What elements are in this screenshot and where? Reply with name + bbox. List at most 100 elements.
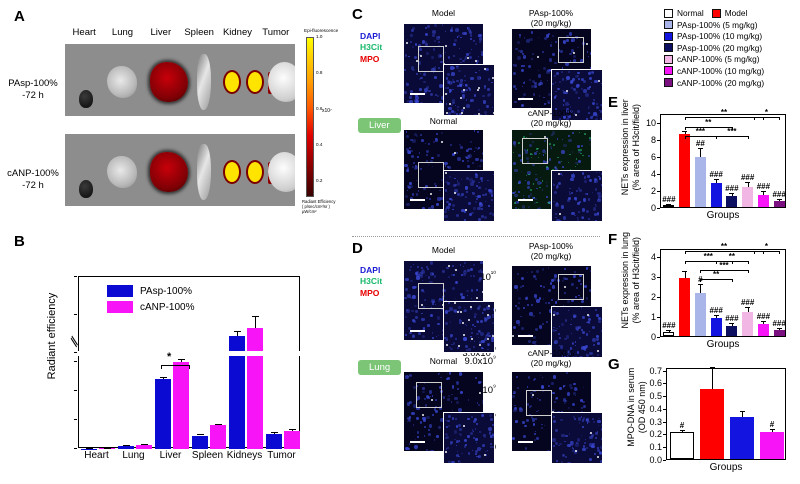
y-tick-mark [657, 297, 660, 298]
scale-bar [518, 199, 533, 202]
error-bar-cap [234, 331, 241, 332]
panel-b-bar-tumor-pasp [266, 434, 282, 449]
hash-marker-4: ### [721, 314, 743, 323]
error-bar-cap [197, 434, 204, 435]
roi-box [526, 390, 552, 416]
scale-bar [518, 335, 533, 338]
chartF-bar-4 [726, 326, 737, 336]
chartE-bar-2 [695, 157, 706, 207]
organ-heart [79, 90, 93, 108]
panel-f-sig-2-label: * [756, 242, 776, 251]
inset-content [444, 413, 495, 464]
error-bar [712, 368, 713, 388]
y-tick-mark [657, 208, 660, 209]
error-bar [669, 331, 670, 332]
panel-d-title-pasp: PAsp-100% (20 mg/kg) [508, 241, 594, 261]
panel-d-inset-normal [443, 412, 495, 464]
panel-b-x-tick-tumor: Tumor [262, 450, 302, 461]
error-bar-cap [160, 377, 167, 378]
chartF-x-axis-label: Groups [660, 339, 786, 350]
panel-e-sig-4-line [685, 136, 717, 137]
chartF-y-tick-4: 4 [642, 252, 656, 262]
panel-b-bar-spleen-canp [210, 425, 226, 449]
organ-spleen [197, 144, 211, 200]
legend-item-pasp: PAsp-100% [107, 285, 194, 297]
panel-f-sig-4-label: ** [722, 252, 742, 261]
error-bar [748, 183, 749, 187]
channel-label-mpo: MPO [360, 54, 382, 65]
panel-a-colorbar: Epi-fluorescence 1.0 0.8 0.6 0.4 0.2 x10… [300, 28, 348, 220]
panel-b-y-axis-label: Radiant efficiency [46, 276, 58, 396]
y-axis-label-line2: (OD 450 nm) [637, 352, 648, 462]
panel-f-chart: ###################*************01234NET… [608, 233, 800, 357]
legend-item-5: cANP-100% (5 mg/kg) [664, 54, 800, 64]
scale-bar [518, 441, 533, 444]
y-tick-mark [657, 277, 660, 278]
panel-d-title-model: Model [404, 245, 483, 255]
scale-bar [410, 330, 425, 333]
figure-root: A Heart Lung Liver Spleen Kidney Tumor P… [0, 0, 800, 484]
legend-swatch [664, 43, 673, 52]
organ-label-heart: Heart [65, 27, 103, 41]
panel-b-x-tick-liver: Liver [151, 450, 191, 461]
y-tick-mark [657, 157, 660, 158]
y-tick-mark [74, 352, 77, 353]
panel-d-inset-canp [551, 412, 603, 464]
error-bar [700, 149, 701, 157]
error-bar [255, 316, 256, 328]
error-bar-cap [729, 323, 734, 324]
panel-f-sig-2-tick-l [754, 251, 755, 254]
organ-label-liver: Liver [142, 27, 180, 41]
panel-f-sig-6-tick-r [732, 279, 733, 282]
y-tick-mark [663, 409, 666, 410]
panel-c-title-pasp: PAsp-100% (20 mg/kg) [508, 8, 594, 28]
panel-a-image-canp [65, 134, 295, 206]
panel-e-sig-2-line [754, 117, 780, 118]
panel-f-sig-1-tick-l [685, 251, 686, 254]
y-tick-mark [657, 140, 660, 141]
error-bar-cap [698, 148, 703, 149]
legend-label: PAsp-100% (5 mg/kg) [677, 20, 758, 30]
colorbar-tick-5: 0.2 [316, 178, 322, 183]
roi-box [418, 283, 444, 309]
exponent: ¹⁰ [491, 271, 496, 278]
inset-content [444, 65, 495, 116]
hash-marker-3: # [761, 420, 783, 429]
hash-marker-5: ### [737, 298, 759, 307]
organ-tumor [268, 62, 295, 102]
legend-item-2: PAsp-100% (5 mg/kg) [664, 20, 800, 30]
legend-swatch [664, 78, 673, 87]
panel-g-chart: # #0.0 0.1 0.2 0.3 0.4 0.5 0.6 0.7 MPO-DNA in ser… [608, 358, 800, 482]
panel-c-title-canp: cANP-100% (20 mg/kg) [508, 108, 594, 128]
panel-c-channel-legend: DAPI H3Cit MPO [360, 31, 382, 65]
colorbar-footer: Radiant Efficiency ( p/sec/cm²/sr ) µW/c… [302, 200, 348, 214]
legend-label: Model [725, 8, 748, 18]
panel-c-inset-model [443, 64, 495, 116]
panel-d-channel-legend: DAPI H3Cit MPO [360, 265, 382, 299]
error-bar-cap [777, 328, 782, 329]
axis-break-band [78, 351, 302, 356]
channel-label-mpo: MPO [360, 288, 382, 299]
error-bar-cap [714, 179, 719, 180]
error-bar-cap [123, 445, 130, 446]
organ-liver [150, 62, 188, 102]
error-bar-cap [770, 429, 775, 430]
legend-item-4: PAsp-100% (20 mg/kg) [664, 43, 800, 53]
error-bar [700, 285, 701, 293]
error-bar [669, 205, 670, 206]
panel-a-letter: A [14, 8, 25, 25]
legend-swatch [664, 66, 673, 75]
chartG-x-axis-label: Groups [666, 462, 786, 473]
panel-b-bar-spleen-pasp [192, 436, 208, 449]
legend-item-7: cANP-100% (20 mg/kg) [664, 78, 800, 88]
panel-b-x-tick-kidneys: Kidneys [225, 450, 265, 461]
organ-heart [79, 180, 93, 198]
y-tick-mark [657, 317, 660, 318]
panel-f-sig-5-label: *** [714, 261, 734, 270]
error-bar-cap [666, 330, 671, 331]
panel-b-letter: B [14, 233, 25, 250]
legend-label: PAsp-100% (20 mg/kg) [677, 43, 762, 53]
colorbar-tick-4: 0.4 [316, 142, 322, 147]
y-tick-mark [74, 276, 77, 277]
panel-d-title-canp: cANP-100% (20 mg/kg) [508, 348, 594, 368]
